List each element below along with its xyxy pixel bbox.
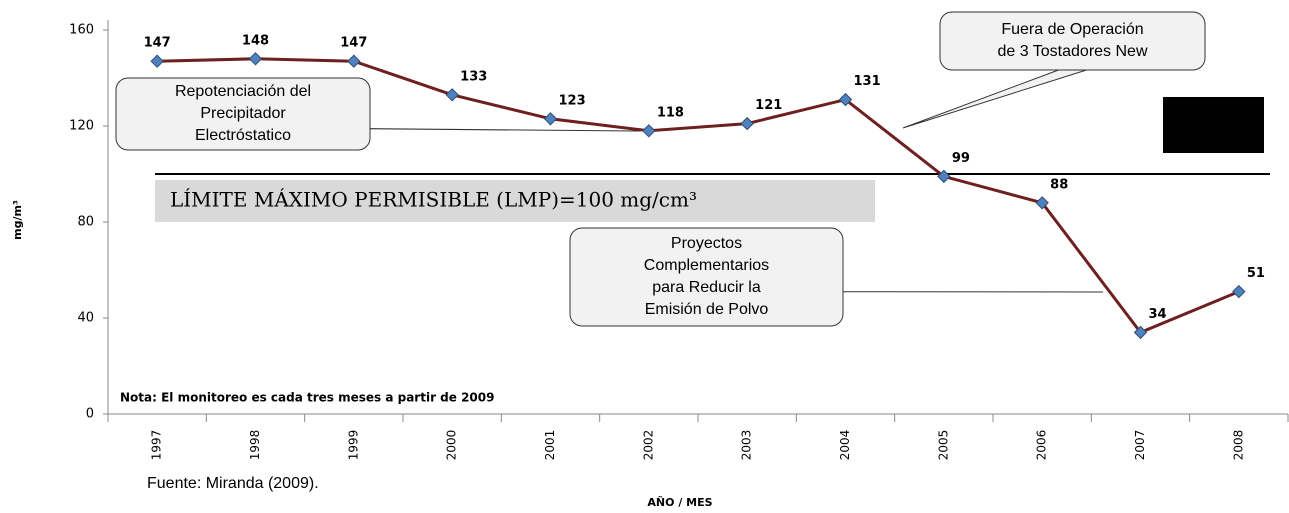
- callout-text: Emisión de Polvo: [645, 301, 769, 318]
- badge: [1163, 97, 1264, 153]
- data-label: 99: [952, 151, 970, 166]
- marker: [1232, 284, 1246, 299]
- callout-text: Proyectos: [671, 235, 742, 252]
- marker: [150, 54, 164, 68]
- x-tick-label: 2000: [445, 430, 459, 461]
- x-tick-label: 2008: [1231, 430, 1245, 461]
- callout-text: de 3 Tostadores New: [997, 43, 1147, 60]
- data-label: 34: [1149, 307, 1167, 322]
- callout-cover: [117, 79, 369, 149]
- y-tick-label: 120: [69, 119, 94, 134]
- y-axis-label: mg/m³: [11, 200, 24, 240]
- data-label: 147: [144, 36, 171, 51]
- marker: [347, 54, 361, 68]
- y-tick-label: 40: [77, 311, 94, 326]
- y-tick-label: 80: [77, 215, 94, 230]
- x-tick-label: 2003: [740, 430, 754, 461]
- marker: [937, 169, 951, 184]
- marker: [1035, 196, 1049, 210]
- x-tick-label: 2006: [1035, 430, 1049, 461]
- x-tick-label: 1998: [248, 430, 262, 461]
- data-label: 51: [1247, 266, 1265, 281]
- callout-pointer: [902, 69, 1087, 129]
- limit-box: [155, 180, 875, 222]
- data-label: 118: [657, 105, 684, 120]
- data-label: 147: [340, 36, 367, 51]
- data-label: 88: [1050, 177, 1068, 192]
- data-label: 133: [460, 69, 487, 84]
- x-tick-label: 2007: [1133, 430, 1147, 461]
- x-tick-label: 2001: [543, 430, 557, 461]
- x-tick-label: 2002: [641, 430, 655, 461]
- limit-label: LÍMITE MÁXIMO PERMISIBLE (LMP)=100 mg/cm…: [170, 188, 697, 212]
- x-tick-label: 2004: [838, 430, 852, 461]
- note: Nota: El monitoreo es cada tres meses a …: [120, 391, 494, 405]
- callout-text: Precipitador: [200, 105, 286, 122]
- callout-text: Electróstatico: [195, 127, 291, 144]
- y-tick-label: 0: [86, 407, 94, 422]
- x-tick-label: 2005: [936, 430, 950, 461]
- data-label: 123: [559, 93, 586, 108]
- callout-text: para Reducir la: [652, 279, 761, 296]
- badge-text: -65%: [1191, 102, 1236, 121]
- marker: [445, 88, 459, 102]
- callout-cover: [571, 229, 842, 325]
- data-label: 121: [755, 98, 782, 113]
- x-tick-label: 1999: [346, 430, 360, 461]
- data-label: 148: [242, 33, 269, 48]
- callout-cover: [941, 13, 1204, 69]
- callout-text: Complementarios: [644, 257, 769, 274]
- marker: [248, 52, 263, 66]
- marker: [1133, 325, 1148, 340]
- data-line: [157, 57, 1240, 335]
- source: Fuente: Miranda (2009).: [147, 475, 319, 492]
- callout-text: Fuera de Operación: [1001, 21, 1143, 38]
- x-tick-label: 1997: [150, 430, 164, 461]
- data-label: 131: [854, 74, 881, 89]
- marker: [642, 124, 656, 138]
- marker: [838, 92, 853, 107]
- badge-text: Vs. ’97: [1182, 128, 1244, 147]
- callout-text: Repotenciación del: [175, 83, 311, 100]
- marker: [740, 116, 754, 131]
- x-axis-label: AÑO / MES: [647, 496, 712, 509]
- y-tick-label: 160: [69, 23, 94, 38]
- marker: [543, 112, 558, 126]
